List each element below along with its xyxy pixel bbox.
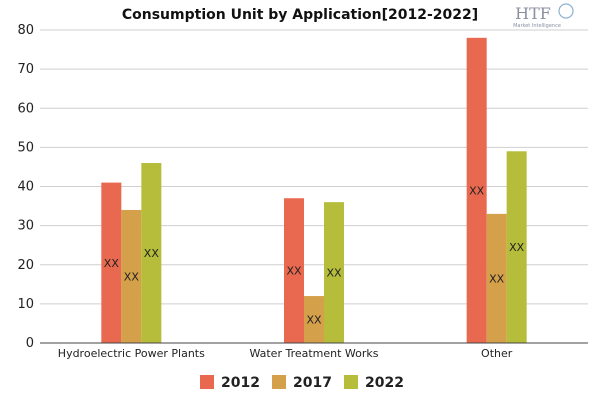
- y-tick-label: 10: [17, 297, 34, 312]
- y-tick-label: 50: [17, 140, 34, 155]
- y-tick-label: 40: [17, 180, 34, 195]
- bar-2012: [101, 182, 122, 343]
- y-tick-label: 30: [17, 219, 34, 234]
- data-labels: XX XX XX XX XX XX XX XX XX: [104, 184, 525, 326]
- legend-swatch: [200, 375, 214, 389]
- data-label: XX: [286, 265, 302, 278]
- y-tick-label: 70: [17, 62, 34, 77]
- bars: [101, 37, 527, 343]
- bar-2017: [304, 296, 324, 343]
- chart-title: Consumption Unit by Application[2012-202…: [122, 7, 478, 23]
- legend-swatch: [344, 375, 358, 389]
- legend-swatch: [272, 375, 286, 389]
- x-category-label: Hydroelectric Power Plants: [58, 347, 205, 360]
- globe-icon: [558, 3, 574, 19]
- legend-label: 2017: [293, 375, 332, 391]
- bar-2022: [506, 151, 527, 343]
- bar-2012: [284, 198, 304, 343]
- legend-label: 2012: [221, 375, 260, 391]
- data-label: XX: [489, 272, 505, 285]
- bar-2017: [486, 213, 507, 343]
- data-label: XX: [124, 270, 140, 283]
- data-label: XX: [104, 257, 120, 270]
- legend: 2012 2017 2022: [200, 375, 404, 391]
- bar-2022: [324, 202, 344, 343]
- bar-2012: [466, 37, 487, 343]
- y-tick-label: 20: [17, 258, 34, 273]
- legend-label: 2022: [365, 375, 404, 391]
- data-label: XX: [326, 267, 342, 280]
- x-axis-categories: Hydroelectric Power Plants Water Treatmen…: [58, 347, 513, 360]
- data-label: XX: [509, 241, 525, 254]
- bar-2017: [121, 209, 142, 343]
- watermark-subtext: Market Intelligence: [513, 23, 561, 29]
- bar-2022: [141, 163, 162, 343]
- watermark-text: HTF: [515, 4, 551, 23]
- data-label: XX: [469, 184, 485, 197]
- x-category-label: Water Treatment Works: [249, 347, 378, 360]
- y-tick-label: 60: [17, 101, 34, 116]
- watermark-logo: HTF Market Intelligence: [513, 3, 574, 29]
- y-axis-ticks: 0 10 20 30 40 50 60 70 80: [17, 23, 34, 351]
- data-label: XX: [144, 247, 160, 260]
- y-tick-label: 80: [17, 23, 34, 38]
- y-tick-label: 0: [26, 336, 34, 351]
- data-label: XX: [306, 314, 322, 327]
- x-category-label: Other: [481, 347, 513, 360]
